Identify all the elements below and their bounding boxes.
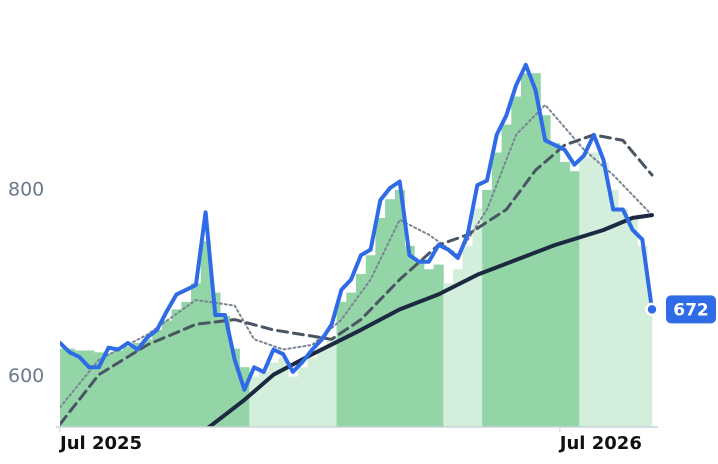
series-line [60,62,654,392]
y-tick-label: 800 [8,178,44,200]
area-step [103,353,114,427]
area-step [559,161,570,428]
area-step [229,348,240,427]
label-layer: 600 800 Jul 2025 Jul 2026 672 [8,178,716,454]
area-step [550,143,561,427]
area-step [181,301,192,427]
area-step [453,269,464,427]
value-badge [666,295,716,324]
area-step [569,171,580,427]
area-step [346,292,357,427]
last-point [645,302,659,317]
area-step [472,208,483,427]
area-step [191,283,202,427]
area-step [200,241,211,427]
x-tick-label: Jul 2025 [58,433,142,454]
area-step [132,342,143,427]
line-layer [60,62,654,427]
area-step [579,157,590,427]
area-step [356,273,367,427]
area-step [142,339,153,427]
series-line [60,133,654,426]
area-step [491,152,502,427]
area-step [462,245,473,427]
area-step [64,348,75,427]
area-step [60,348,66,427]
area-step [152,329,163,427]
x-tick-label: Jul 2026 [558,433,642,454]
area-step [647,292,653,427]
area-step [307,357,318,427]
area-step [297,367,308,427]
area-step [288,376,299,427]
area-step [598,161,609,428]
area-step [423,269,435,427]
area-step [482,189,493,427]
series-line [60,103,653,409]
area-step [443,283,454,427]
area-step [433,264,444,427]
area-step [375,217,386,427]
area-step [220,315,231,427]
area-step [258,371,270,427]
area-step [414,259,425,427]
area-step [268,362,279,427]
y-tick-label: 600 [8,365,44,387]
area-step [171,309,182,427]
area-step [618,208,629,427]
series-line [205,213,654,427]
area-step [249,376,260,427]
area-step [278,357,289,427]
value-label: 672 [673,300,709,320]
area-step [336,301,347,427]
area-step [161,320,173,427]
area-step [501,124,512,427]
area-step [210,292,221,427]
area-step [540,115,551,427]
area-step [317,348,328,427]
area-step [520,73,532,428]
area-step [365,255,376,427]
area-step [608,189,619,427]
area-step [588,152,600,427]
area-step [326,339,337,427]
area-step [74,350,85,427]
area-step [404,245,415,427]
area-step [113,350,124,427]
area-layer [60,73,653,428]
area-step [627,217,638,427]
area-step [123,346,134,427]
area-step [637,245,648,427]
area-step [84,350,95,427]
area-step [93,352,105,427]
area-step [530,73,541,428]
